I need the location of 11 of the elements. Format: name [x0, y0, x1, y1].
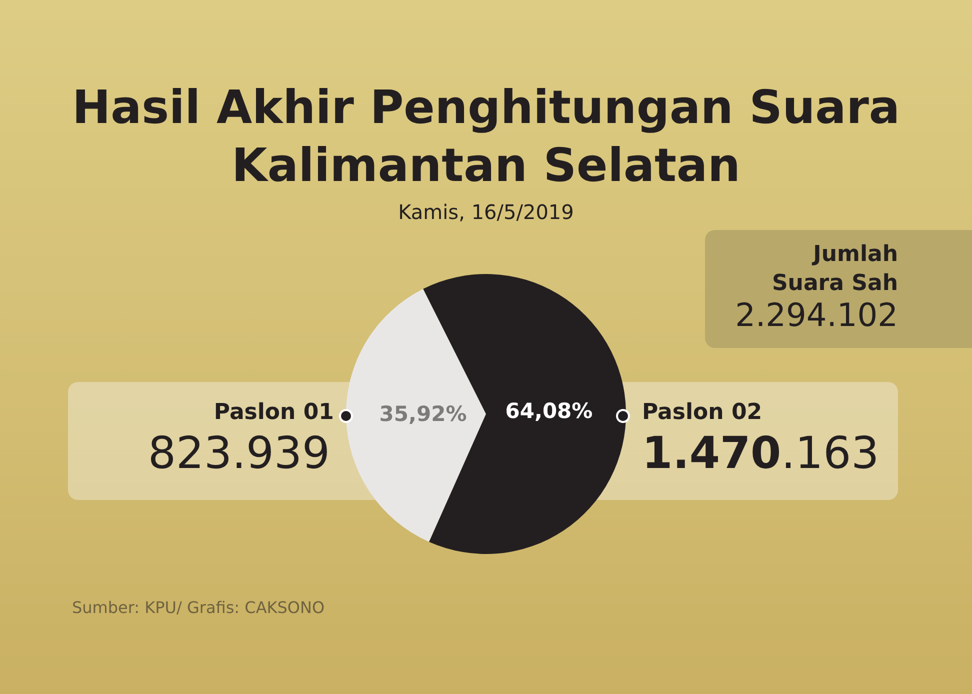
text: 823.939: [148, 428, 330, 479]
text: Jumlah Suara Sah: [772, 241, 898, 298]
chart-subtitle: Kamis, 16/5/2019: [397, 200, 575, 224]
slice-label: Paslon 01: [214, 400, 334, 425]
chart-title: Hasil Akhir Penghitungan Suara Kalimantan Selatan: [71, 79, 901, 194]
text: 1.470.163: [642, 428, 880, 479]
text: 2.294.102: [735, 296, 898, 334]
slice-label: Paslon 02: [642, 400, 762, 425]
data-label: 35,92%: [379, 402, 467, 426]
data-label: 64,08%: [505, 398, 593, 423]
text: Sumber: KPU/ Grafis: CAKSONO: [72, 598, 325, 617]
